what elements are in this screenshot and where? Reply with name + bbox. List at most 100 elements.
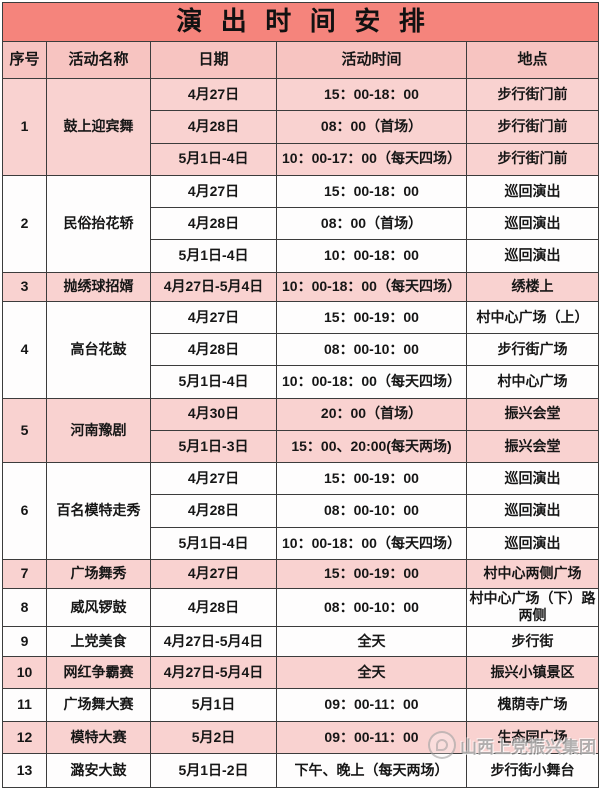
place-cell: 村中心广场（下）路两侧: [465, 587, 600, 627]
seq-cell: 8: [2, 587, 47, 627]
time-cell: 20：00（首场）: [276, 397, 467, 431]
seq-cell: 2: [2, 174, 47, 273]
place-cell: 巡回演出: [465, 462, 600, 496]
seq-cell: 11: [2, 688, 47, 722]
seq-cell: 3: [2, 271, 47, 302]
place-cell: 村中心两侧广场: [465, 558, 600, 589]
time-cell: 全天: [276, 655, 467, 690]
activity-name-cell: 潞安大鼓: [46, 753, 151, 788]
table-row: 5月1日-3日 15：00、20:00(每天两场) 振兴会堂: [3, 429, 600, 464]
activity-name-cell: 鼓上迎宾舞: [46, 78, 151, 176]
place-cell: 生态园广场: [465, 720, 600, 754]
place-cell: 步行街门前: [465, 77, 600, 112]
header-row: 序号 活动名称 日期 活动时间 地点: [2, 41, 600, 79]
date-cell: 5月1日-4日: [150, 142, 277, 176]
table-row: 4月28日 08：00-10：00 巡回演出: [3, 494, 600, 528]
date-cell: 4月28日: [150, 587, 277, 627]
table-row: 4月28日 08：00（首场） 巡回演出: [3, 207, 600, 241]
place-cell: 巡回演出: [465, 207, 600, 241]
place-cell: 巡回演出: [465, 526, 600, 560]
col-header-place: 地点: [465, 41, 600, 79]
activity-name-cell: 上党美食: [46, 625, 151, 657]
date-cell: 4月27日: [150, 462, 277, 496]
place-cell: 巡回演出: [465, 174, 600, 209]
table-row: 5 河南豫剧 4月30日 20：00（首场） 振兴会堂: [2, 397, 600, 464]
activity-name-cell: 抛绣球招婿: [46, 271, 151, 302]
time-cell: 下午、晚上（每天两场）: [276, 753, 467, 788]
seq-cell: 4: [2, 300, 47, 399]
time-cell: 全天: [276, 625, 467, 657]
table-row: 4月28日 08：00-10：00 步行街广场: [3, 332, 600, 367]
activity-name-cell: 河南豫剧: [46, 397, 151, 464]
place-cell: 槐荫寺广场: [465, 688, 600, 722]
table-row: 10 网红争霸赛 4月27日-5月4日 全天 振兴小镇景区: [2, 655, 600, 690]
activity-name-cell: 网红争霸赛: [46, 655, 151, 690]
seq-cell: 12: [2, 720, 47, 754]
time-cell: 08：00（首场）: [276, 110, 467, 144]
seq-cell: 1: [2, 78, 47, 176]
time-cell: 15：00-19：00: [276, 300, 467, 334]
col-header-time: 活动时间: [276, 41, 467, 79]
seq-cell: 9: [2, 625, 47, 657]
seq-cell: 7: [2, 558, 47, 589]
date-cell: 5月1日-2日: [150, 753, 277, 788]
place-cell: 步行街门前: [465, 110, 600, 144]
date-cell: 4月27日: [150, 174, 277, 209]
place-cell: 步行街: [465, 625, 600, 657]
table-row: 5月1日-4日 10：00-18：00 巡回演出: [3, 239, 600, 273]
place-cell: 巡回演出: [465, 494, 600, 528]
time-cell: 08：00-10：00: [276, 494, 467, 528]
time-cell: 15：00、20:00(每天两场): [276, 429, 467, 464]
time-cell: 10：00-18：00: [276, 239, 467, 273]
seq-cell: 5: [2, 397, 47, 464]
activity-name-cell: 模特大赛: [46, 720, 151, 754]
table-row: 5月1日-4日 10：00-17：00（每天四场） 步行街门前: [3, 142, 600, 176]
date-cell: 5月1日-3日: [150, 429, 277, 464]
place-cell: 村中心广场: [465, 365, 600, 399]
table-row: 9 上党美食 4月27日-5月4日 全天 步行街: [2, 625, 600, 657]
table-row: 4 高台花鼓 4月27日 15：00-19：00 村中心广场（上）: [2, 300, 600, 399]
time-cell: 15：00-19：00: [276, 558, 467, 589]
table-row: 8 威风锣鼓 4月28日 08：00-10：00 村中心广场（下）路两侧: [2, 587, 600, 627]
place-cell: 步行街广场: [465, 332, 600, 367]
place-cell: 振兴会堂: [465, 429, 600, 464]
time-cell: 09：00-11：00: [276, 688, 467, 722]
place-cell: 振兴小镇景区: [465, 655, 600, 690]
page-title: 演 出 时 间 安 排: [1, 2, 600, 42]
activity-name-cell: 广场舞秀: [46, 558, 151, 589]
time-cell: 15：00-18：00: [276, 174, 467, 209]
time-cell: 15：00-18：00: [276, 77, 467, 112]
activity-name-cell: 百名模特走秀: [46, 462, 151, 560]
time-cell: 08：00-10：00: [276, 587, 467, 627]
place-cell: 步行街小舞台: [465, 753, 600, 788]
activity-name-cell: 威风锣鼓: [46, 587, 151, 627]
table-row: 13 潞安大鼓 5月1日-2日 下午、晚上（每天两场） 步行街小舞台: [2, 753, 600, 788]
date-cell: 4月28日: [150, 110, 277, 144]
seq-cell: 13: [2, 753, 47, 788]
place-cell: 步行街门前: [465, 142, 600, 176]
seq-cell: 6: [2, 462, 47, 560]
date-cell: 4月27日-5月4日: [150, 625, 277, 657]
date-cell: 5月1日: [150, 688, 277, 722]
table-row: 4月28日 08：00（首场） 步行街门前: [3, 110, 600, 144]
date-cell: 4月27日-5月4日: [150, 655, 277, 690]
seq-cell: 10: [2, 655, 47, 690]
table-row: 3 抛绣球招婿 4月27日-5月4日 10：00-18：00（每天四场） 绣楼上: [2, 271, 600, 302]
table-row: 2 民俗抬花轿 4月27日 15：00-18：00 巡回演出: [2, 174, 600, 273]
activity-name-cell: 高台花鼓: [46, 300, 151, 399]
date-cell: 4月27日: [150, 558, 277, 589]
time-cell: 10：00-18：00（每天四场）: [276, 365, 467, 399]
place-cell: 振兴会堂: [465, 397, 600, 431]
table-row: 5月1日-4日 10：00-18：00（每天四场） 巡回演出: [3, 526, 600, 560]
time-cell: 09：00-11：00: [276, 720, 467, 754]
date-cell: 4月28日: [150, 207, 277, 241]
time-cell: 10：00-17：00（每天四场）: [276, 142, 467, 176]
date-cell: 5月1日-4日: [150, 239, 277, 273]
date-cell: 4月30日: [150, 397, 277, 431]
table-row: 7 广场舞秀 4月27日 15：00-19：00 村中心两侧广场: [2, 558, 600, 589]
title-row: 演 出 时 间 安 排: [1, 2, 600, 42]
date-cell: 4月27日: [150, 300, 277, 334]
time-cell: 15：00-19：00: [276, 462, 467, 496]
